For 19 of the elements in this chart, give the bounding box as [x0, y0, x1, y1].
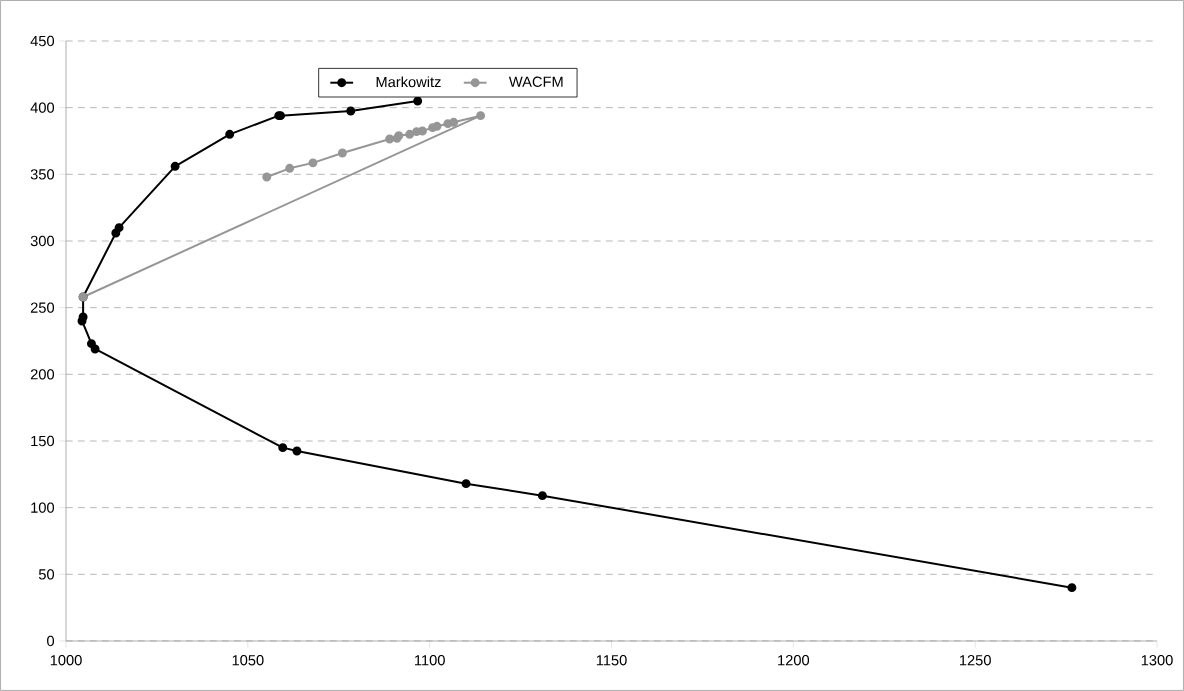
- y-tick-label: 450: [30, 35, 55, 47]
- y-tick-label: 150: [31, 435, 55, 447]
- y-tick-label: 50: [38, 569, 55, 580]
- x-tick-label: 1200: [778, 655, 810, 666]
- x-tick-label: 1150: [596, 655, 627, 666]
- x-tick-label: 1000: [50, 655, 82, 666]
- y-tick-label: 350: [30, 169, 55, 180]
- y-tick-label: 300: [30, 235, 55, 247]
- x-tick-label: 1050: [232, 655, 264, 666]
- legend-label: WACFM: [508, 76, 563, 87]
- y-tick-label: 400: [30, 102, 55, 113]
- y-tick-label: 250: [30, 302, 55, 313]
- legend-label: Markowitz: [376, 76, 441, 88]
- x-tick-label: 1250: [959, 655, 991, 666]
- y-tick-label: 0: [47, 635, 55, 647]
- y-tick-label: 100: [31, 502, 55, 513]
- x-tick-label: 1100: [415, 655, 445, 666]
- x-tick-label: 1300: [1141, 655, 1173, 666]
- y-tick-label: 200: [30, 369, 55, 380]
